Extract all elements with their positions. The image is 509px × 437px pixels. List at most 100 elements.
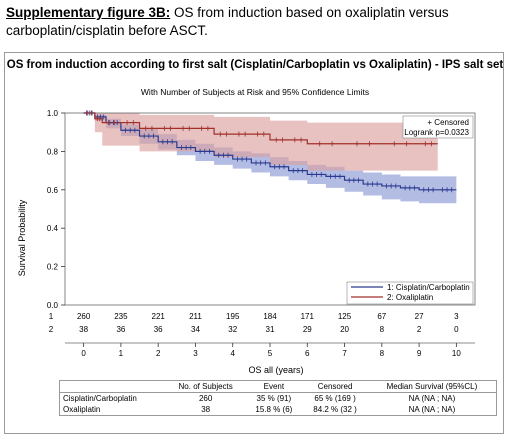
censor-mark (449, 187, 454, 193)
censor-mark (354, 141, 359, 147)
censor-mark (216, 152, 221, 158)
summary-header-cell: Event (245, 380, 303, 393)
censor-mark (132, 127, 137, 133)
censor-mark (162, 125, 167, 131)
censor-mark (85, 110, 90, 116)
censor-mark (181, 125, 186, 131)
summary-cell: NA (NA ; NA) (408, 394, 456, 403)
at-risk-count: 20 (340, 325, 349, 334)
censor-mark (236, 131, 241, 137)
censor-mark (403, 185, 408, 191)
summary-header-cell (59, 380, 166, 393)
summary-cell: 35 % (91) (256, 394, 292, 403)
logrank-text: Logrank p=0.0323 (404, 128, 469, 137)
censor-mark (429, 141, 434, 147)
summary-cell: 38 (201, 405, 211, 414)
x-tick-label: 9 (417, 349, 422, 358)
censor-mark (370, 181, 375, 187)
at-risk-count: 260 (77, 312, 91, 321)
caption-label: Supplementary figure 3B: (6, 5, 171, 20)
legend-entry: 2: Oxaliplatin (387, 293, 433, 302)
censor-mark (170, 139, 175, 145)
censor-mark (205, 125, 210, 131)
censor-mark (165, 139, 170, 145)
censor-mark (258, 160, 263, 166)
y-tick-label: 0.4 (47, 224, 59, 233)
summary-row: Cisplatin/Carboplatin 260 35 % (91) 65 %… (60, 393, 497, 405)
censor-mark (263, 160, 268, 166)
censor-mark (347, 177, 352, 183)
summary-header-cell: Median Survival (95%CL) (367, 380, 497, 393)
censor-mark (188, 145, 193, 151)
ci-band-series-2 (83, 113, 438, 171)
at-risk-row-label: 1 (49, 312, 54, 321)
censor-mark (365, 181, 370, 187)
x-axis-label: OS all (years) (248, 365, 303, 375)
at-risk-count: 27 (415, 312, 424, 321)
censor-mark (274, 137, 279, 143)
y-tick-label: 0.2 (47, 263, 59, 272)
censor-mark (367, 141, 372, 147)
summary-header-cell: Censored (302, 380, 368, 393)
censor-mark (89, 110, 94, 116)
censor-mark (226, 152, 231, 158)
censor-mark (255, 131, 260, 137)
x-tick-label: 3 (193, 349, 198, 358)
legend-entry: 1: Cisplatin/Carboplatin (387, 283, 470, 292)
censor-mark (292, 137, 297, 143)
at-risk-count: 34 (191, 325, 200, 334)
summary-cell: Cisplatin/Carboplatin (63, 394, 137, 403)
censor-mark (123, 127, 128, 133)
censor-mark (106, 120, 111, 126)
censor-mark (184, 145, 189, 151)
censor-mark (280, 137, 285, 143)
censor-mark (244, 156, 249, 162)
summary-row: Oxaliplatin 38 15.8 % (6) 84.2 % (32 ) N… (60, 404, 497, 416)
censor-mark (299, 137, 304, 143)
at-risk-count: 211 (189, 312, 202, 321)
censor-mark (272, 164, 277, 170)
summary-cell: 65 % (169 ) (314, 394, 356, 403)
censor-mark (187, 125, 192, 131)
km-chart: OS from induction according to first sal… (4, 52, 504, 434)
censor-mark (149, 125, 154, 131)
censor-mark (393, 183, 398, 189)
censor-mark (337, 173, 342, 179)
censor-mark (319, 171, 324, 177)
summary-cell: 260 (198, 394, 213, 403)
censor-mark (384, 183, 389, 189)
censor-mark (261, 131, 266, 137)
censor-mark (168, 125, 173, 131)
censor-mark (235, 156, 240, 162)
at-risk-row-label: 2 (49, 325, 54, 334)
censor-mark (142, 133, 147, 139)
x-tick-label: 0 (81, 349, 86, 358)
censor-mark (404, 141, 409, 147)
at-risk-count: 36 (116, 325, 125, 334)
censor-mark (317, 141, 322, 147)
censor-mark (407, 185, 412, 191)
censor-mark (440, 187, 445, 193)
at-risk-count: 67 (377, 312, 386, 321)
y-tick-label: 0.6 (47, 186, 59, 195)
censor-mark (240, 156, 245, 162)
at-risk-count: 125 (338, 312, 352, 321)
y-axis-label: Survival Probability (17, 199, 27, 276)
censor-mark (431, 187, 436, 193)
at-risk-count: 36 (154, 325, 163, 334)
at-risk-count: 195 (226, 312, 240, 321)
plot-frame (64, 112, 476, 306)
censor-mark (143, 125, 148, 131)
x-tick-label: 6 (305, 349, 310, 358)
summary-header-row: No. of Subjects Event Censored Median Su… (59, 380, 497, 393)
x-tick-label: 10 (452, 349, 461, 358)
summary-cell: 15.8 % (6) (255, 405, 293, 414)
at-risk-count: 38 (79, 325, 88, 334)
x-tick-label: 5 (268, 349, 273, 358)
km-plot-svg: 0.00.20.40.60.81.00 1 2 3 4 5 6 7 8 9 10 + Censore… (17, 109, 476, 375)
summary-cell: 84.2 % (32 ) (313, 405, 357, 414)
censor-mark (389, 183, 394, 189)
censor-mark (254, 160, 259, 166)
caption-text: OS from induction based on oxaliplatin v… (6, 5, 449, 38)
summary-table: No. of Subjects Event Censored Median Su… (59, 380, 497, 416)
